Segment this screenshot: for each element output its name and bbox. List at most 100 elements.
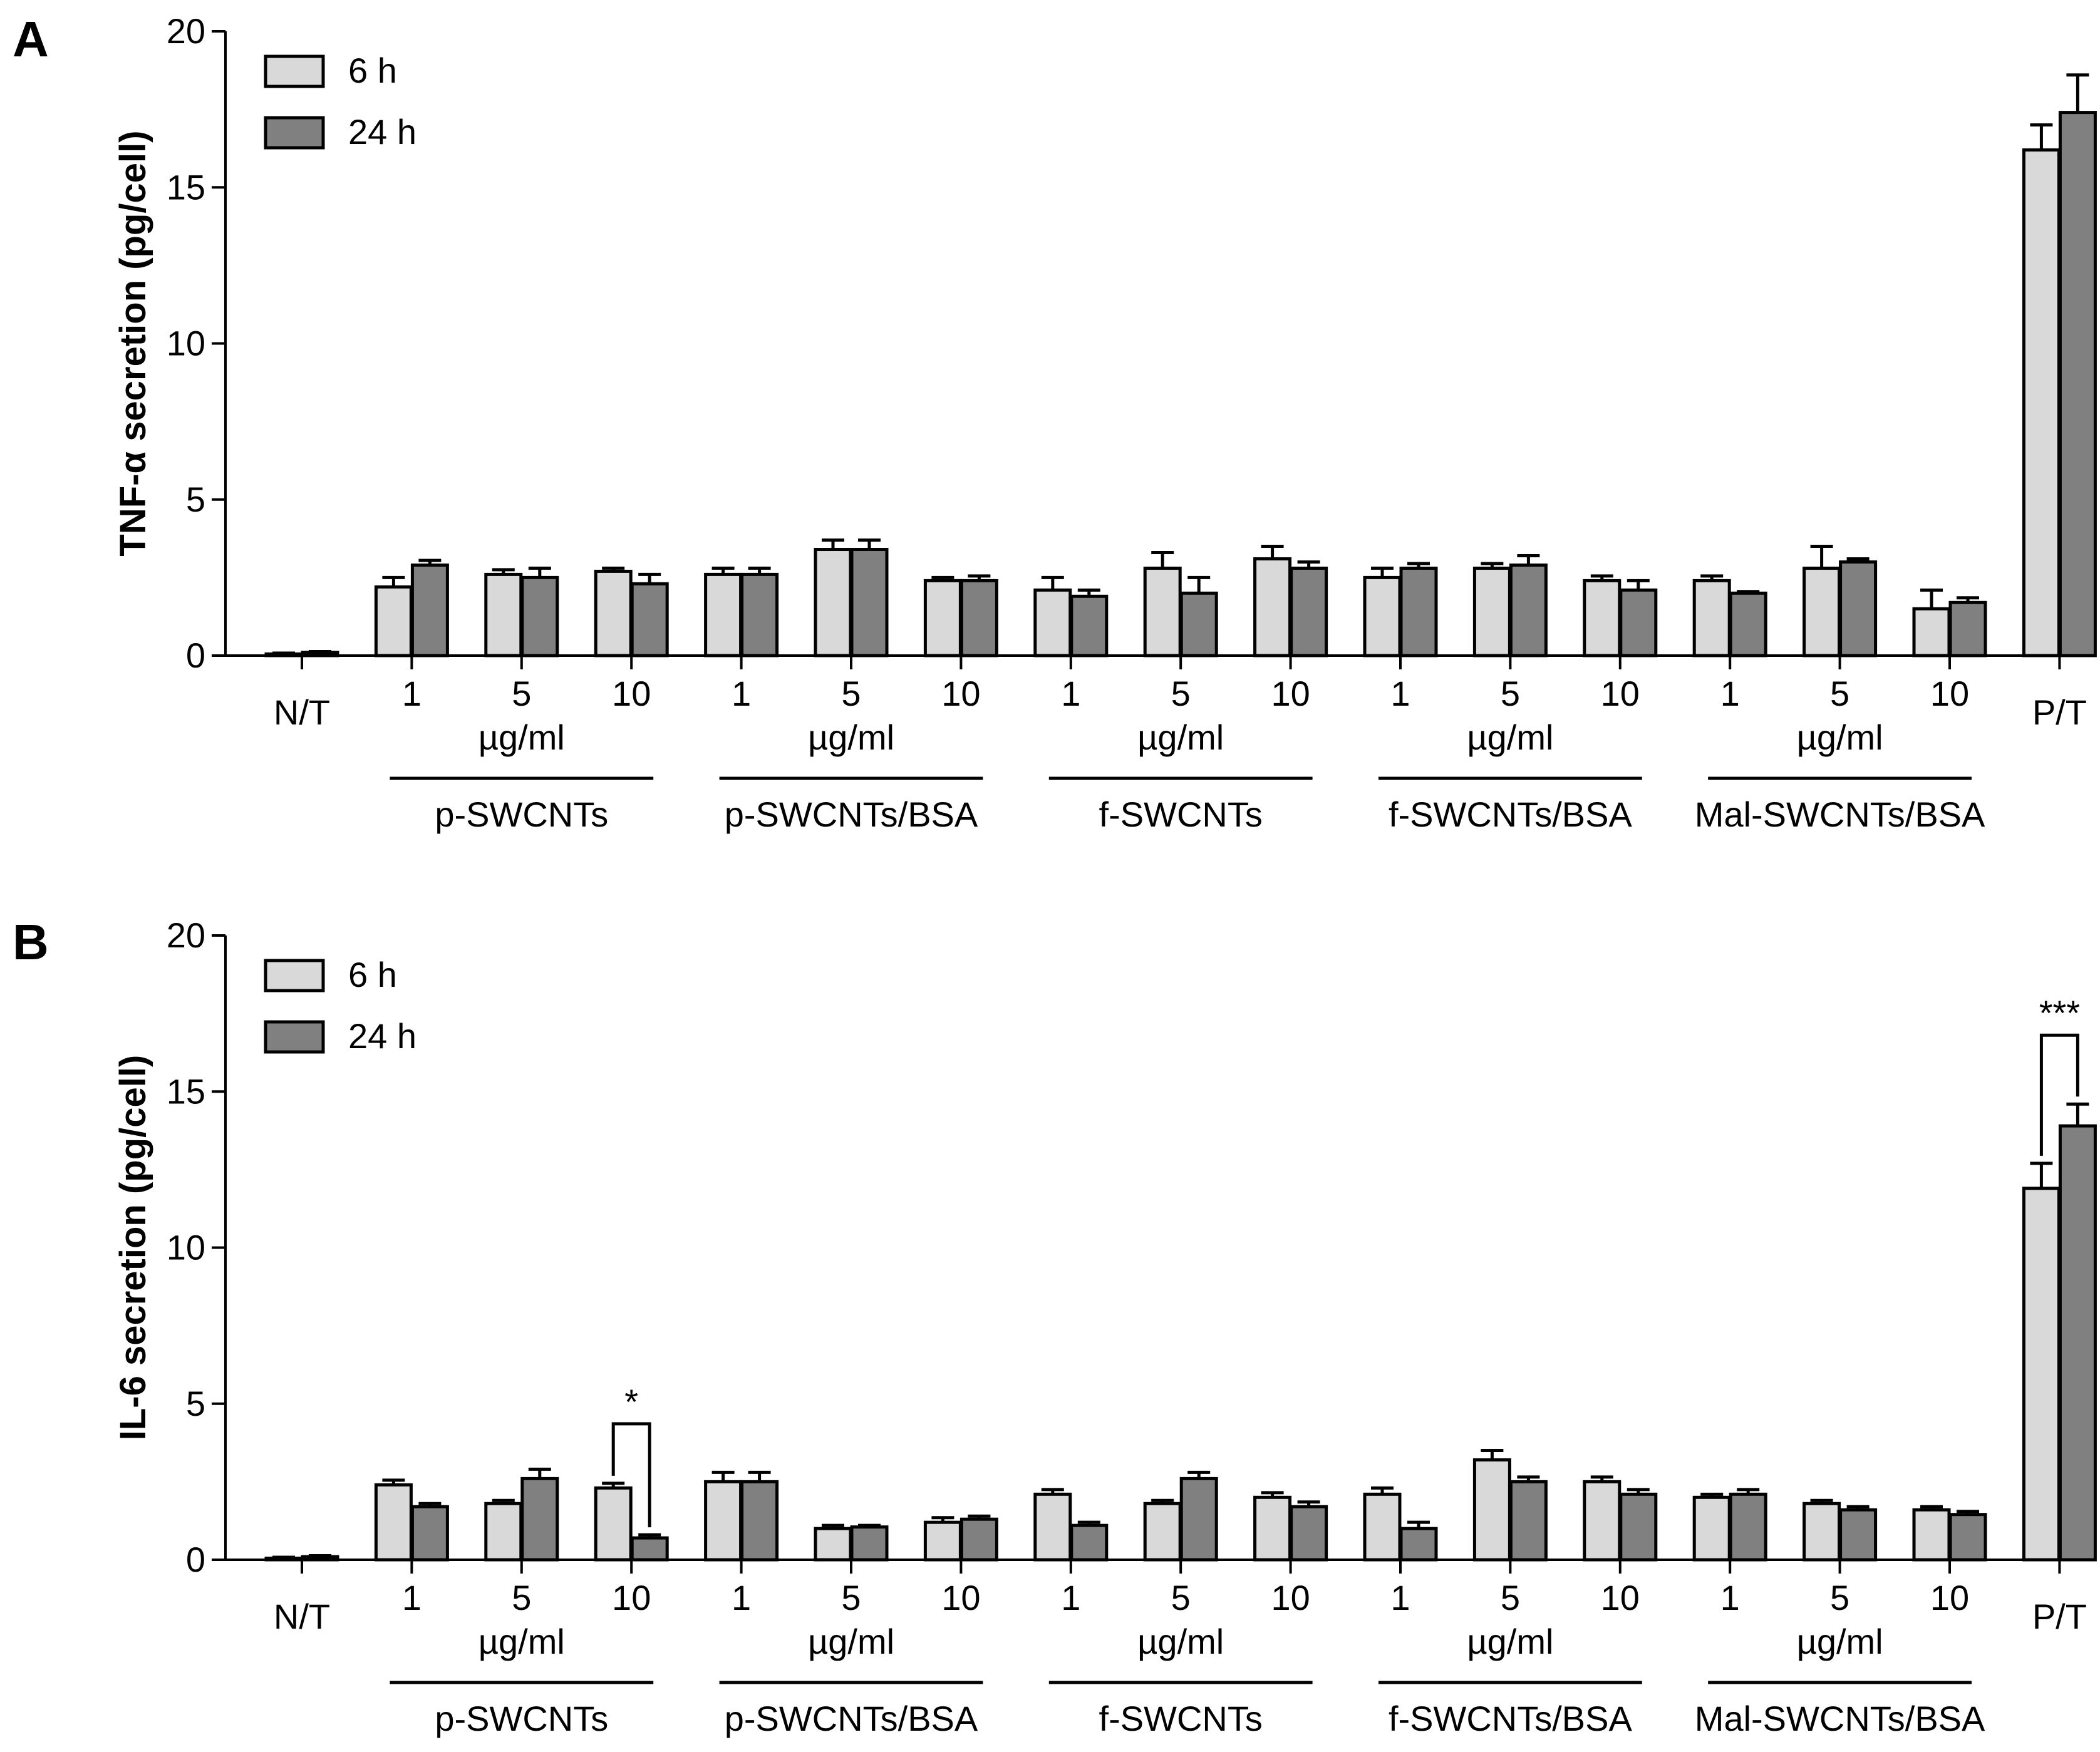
bar-24h [850,548,889,657]
bar-6h [2022,148,2061,657]
y-tick-label: 10 [167,1228,205,1267]
bar-6h [1912,607,1951,657]
unit-label: µg/ml [1797,1622,1883,1661]
bar-6h [264,652,303,657]
significance-marker: *** [2039,993,2080,1033]
bar-6h [1472,566,1511,657]
x-category-label: 5 [1501,674,1520,713]
legend-label: 24 h [348,112,416,152]
bar-6h [374,585,413,657]
x-category-label: 1 [1720,1578,1740,1617]
x-category-label: 5 [1830,1578,1849,1617]
group-label: f-SWCNTs/BSA [1389,1699,1633,1738]
y-tick-label: 5 [186,1384,205,1423]
x-category-label: 5 [1830,674,1849,713]
bar-24h [410,563,449,657]
x-category-label: N/T [274,693,330,732]
unit-label: µg/ml [1467,718,1553,757]
x-category-label: 5 [841,674,861,713]
bar-6h [374,1483,413,1562]
unit-label: µg/ml [478,1622,565,1661]
x-category-label: 5 [1501,1578,1520,1617]
x-category-label: 1 [732,674,751,713]
bar-24h [1839,1508,1878,1562]
bar-24h [2058,111,2097,657]
bar-24h [2058,1124,2097,1562]
bar-6h [923,1520,962,1562]
bar-6h [1363,575,1402,657]
bar-6h [1033,1492,1072,1562]
bar-6h [814,548,852,657]
bar-6h [1363,1492,1402,1562]
bar-6h [1143,1502,1182,1562]
x-category-label: 10 [1930,1578,1969,1617]
bar-24h [520,575,559,657]
x-category-label: 1 [732,1578,751,1617]
bar-6h [484,1502,523,1562]
bar-24h [1619,588,1658,657]
bar-24h [1290,566,1328,657]
bar-6h [814,1527,852,1562]
x-category-label: 1 [402,1578,422,1617]
y-tick-label: 0 [186,636,205,675]
y-axis-title: IL-6 secretion (pg/cell) [113,1055,153,1441]
bar-24h [1729,1492,1767,1562]
legend-label: 6 h [348,955,397,994]
bar-24h [630,1536,669,1562]
bar-24h [959,1517,998,1562]
bar-6h [2022,1187,2061,1562]
x-category-label: P/T [2032,1597,2087,1636]
bar-24h [740,1480,779,1562]
x-category-label: 1 [1720,674,1740,713]
group-label: p-SWCNTs [435,795,608,834]
group-label: f-SWCNTs [1099,795,1263,834]
bar-6h [1583,579,1622,657]
bar-6h [1472,1458,1511,1562]
bar-24h [630,582,669,657]
bar-6h [1692,579,1731,657]
x-category-label: 10 [941,1578,980,1617]
unit-label: µg/ml [1467,1622,1553,1661]
x-category-label: 10 [1930,674,1969,713]
bar-24h [1070,594,1109,657]
bar-24h [1839,560,1878,657]
unit-label: µg/ml [1797,718,1883,757]
bar-6h [1143,566,1182,657]
significance-bracket [2039,1033,2079,1156]
x-category-label: 5 [512,674,531,713]
legend-swatch [264,116,325,150]
x-category-label: 10 [941,674,980,713]
x-category-label: 5 [512,1578,531,1617]
bar-24h [1070,1523,1109,1562]
bar-6h [1253,1495,1292,1562]
group-label: f-SWCNTs/BSA [1389,795,1633,834]
group-label: p-SWCNTs/BSA [725,795,978,834]
x-category-label: 10 [1601,1578,1640,1617]
bar-6h [1692,1495,1731,1562]
bar-24h [1399,1527,1438,1562]
bar-6h [1253,557,1292,657]
panel-letter: A [13,11,49,67]
significance-bracket [611,1422,651,1528]
bar-24h [1399,566,1438,657]
bar-24h [301,651,339,657]
x-category-label: 10 [612,1578,651,1617]
bar-24h [959,579,998,657]
bar-24h [1948,600,1987,657]
y-tick-label: 0 [186,1540,205,1579]
legend-swatch [264,959,325,992]
bar-6h [923,579,962,657]
bar-6h [594,1486,633,1562]
bar-6h [704,1480,743,1562]
unit-label: µg/ml [478,718,565,757]
x-category-label: 10 [1271,674,1310,713]
bar-24h [1619,1492,1658,1562]
unit-label: µg/ml [808,718,894,757]
x-category-label: 1 [402,674,422,713]
bar-6h [1583,1480,1622,1562]
bar-24h [1290,1505,1328,1562]
group-label: Mal-SWCNTs/BSA [1695,1699,1985,1738]
legend-swatch [264,1020,325,1054]
